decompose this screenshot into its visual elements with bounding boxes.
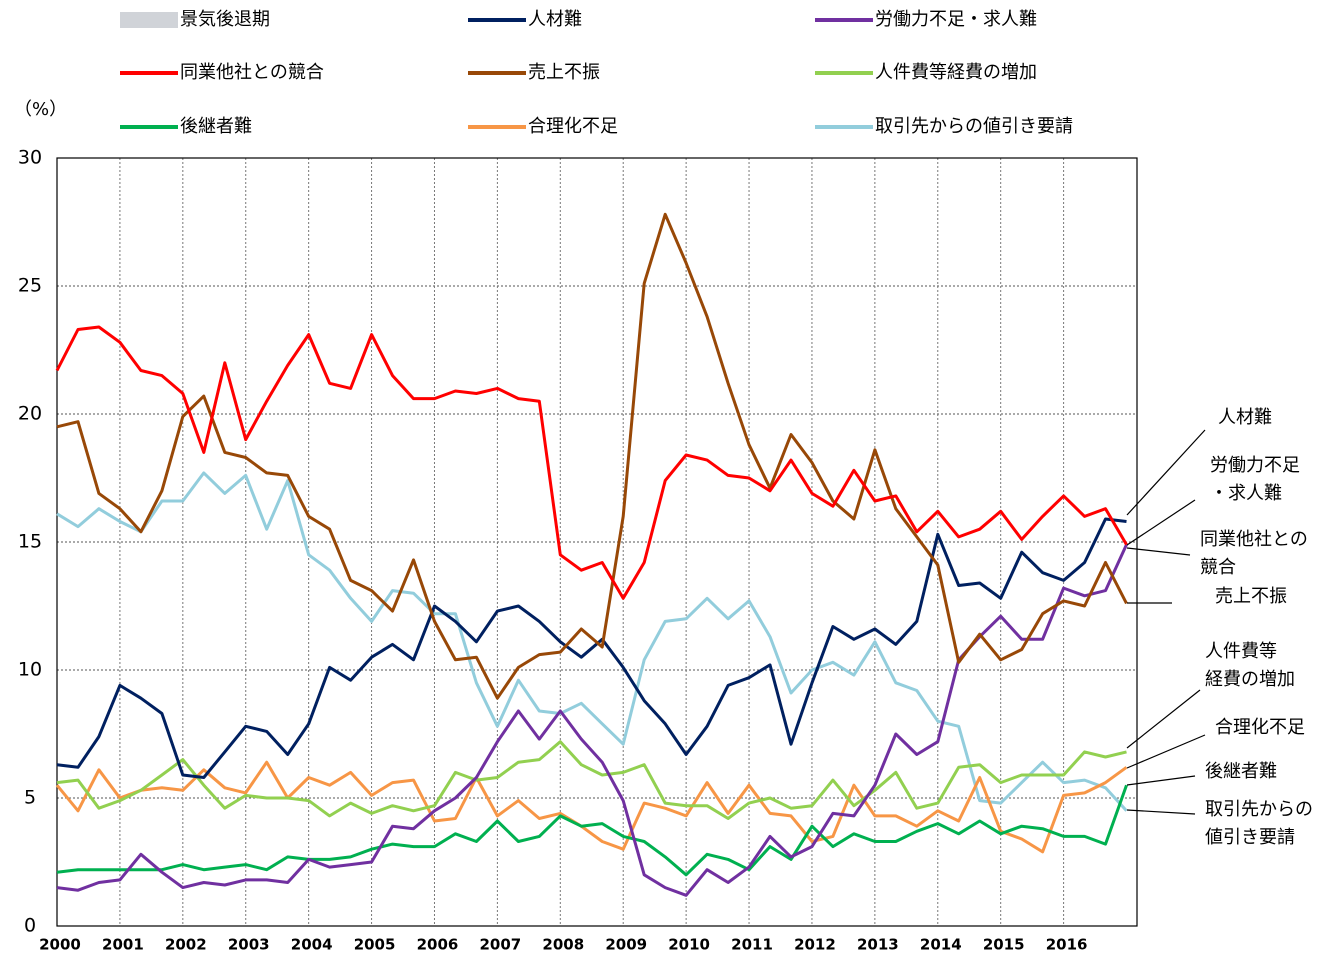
x-tick-label: 2009 (605, 936, 647, 954)
legend-label: 後継者難 (180, 116, 252, 137)
y-tick-label: 10 (18, 659, 42, 681)
x-tick-label: 2010 (668, 936, 710, 954)
x-tick-label: 2014 (920, 936, 962, 954)
y-tick-label: 0 (24, 915, 36, 937)
x-tick-label: 2006 (417, 936, 459, 954)
legend-swatch (120, 12, 178, 28)
x-tick-label: 2007 (480, 936, 522, 954)
annotation: 競合 (1200, 557, 1236, 578)
x-tick-label: 2016 (1046, 936, 1088, 954)
y-tick-label: 30 (18, 147, 42, 169)
legend-label: 合理化不足 (528, 116, 618, 137)
legend-label: 人件費等経費の増加 (875, 62, 1037, 83)
annotation: 人材難 (1218, 407, 1272, 428)
x-tick-label: 2004 (291, 936, 333, 954)
annotation: 労働力不足 (1210, 455, 1300, 476)
x-tick-label: 2001 (102, 936, 144, 954)
x-tick-label: 2003 (228, 936, 270, 954)
series-line (56, 740, 1127, 820)
leader-line (1126, 734, 1206, 769)
x-tick-label: 2008 (542, 936, 584, 954)
leader-line (1126, 429, 1206, 516)
x-tick-label: 2002 (165, 936, 207, 954)
legend-label: 同業他社との競合 (180, 62, 324, 83)
annotation: 売上不振 (1215, 586, 1287, 607)
series-line (56, 543, 1128, 897)
leader-line (1126, 547, 1191, 556)
legend-label: 労働力不足・求人難 (875, 9, 1037, 30)
annotation: 同業他社との (1200, 529, 1308, 550)
x-tick-label: 2015 (983, 936, 1025, 954)
annotation: 経費の増加 (1205, 669, 1295, 690)
annotation: 人件費等 (1205, 641, 1277, 662)
leader-line (1126, 775, 1196, 786)
x-tick-label: 2005 (354, 936, 396, 954)
annotation: 後継者難 (1205, 761, 1277, 782)
leader-line (1126, 499, 1196, 546)
x-tick-label: 2011 (731, 936, 773, 954)
annotation: ・求人難 (1210, 483, 1282, 504)
series-line (56, 784, 1128, 877)
legend-label: 景気後退期 (180, 9, 270, 30)
series-line (56, 471, 1128, 812)
plot-border (56, 157, 1138, 927)
legend-label: 取引先からの値引き要請 (875, 116, 1073, 137)
y-axis-label: （%） (14, 99, 67, 120)
annotation: 取引先からの (1205, 799, 1313, 820)
series-line (56, 517, 1127, 779)
series-line (56, 212, 1128, 700)
legend-label: 人材難 (528, 9, 582, 30)
annotation: 値引き要請 (1205, 827, 1295, 848)
y-tick-label: 25 (18, 275, 42, 297)
series-line (55, 760, 1128, 854)
x-tick-label: 2000 (39, 936, 81, 954)
leader-line (1126, 689, 1201, 749)
y-tick-label: 20 (18, 403, 42, 425)
x-tick-label: 2012 (794, 936, 836, 954)
y-tick-label: 5 (24, 787, 36, 809)
leader-line (1126, 809, 1196, 815)
legend-label: 売上不振 (528, 62, 600, 83)
series-line (55, 325, 1128, 600)
x-tick-label: 2013 (857, 936, 899, 954)
annotation: 合理化不足 (1215, 717, 1305, 738)
y-tick-label: 15 (18, 531, 42, 553)
